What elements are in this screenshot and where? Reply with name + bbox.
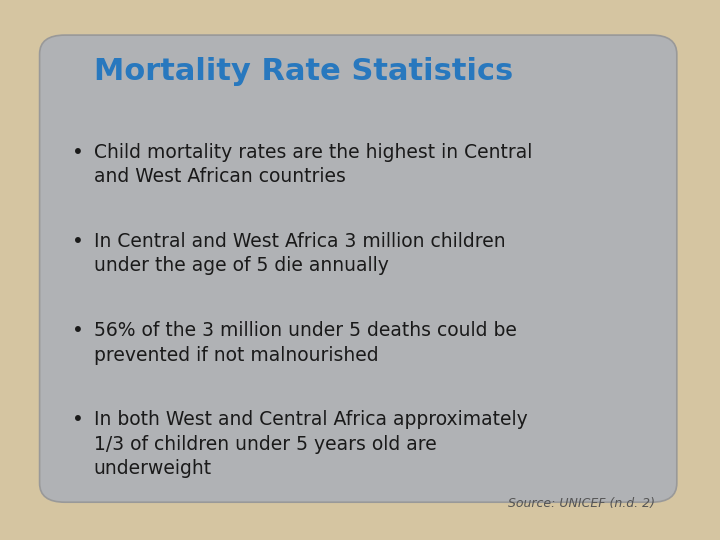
- Text: Mortality Rate Statistics: Mortality Rate Statistics: [94, 57, 513, 86]
- Text: In Central and West Africa 3 million children
under the age of 5 die annually: In Central and West Africa 3 million chi…: [94, 232, 505, 275]
- Text: •: •: [72, 232, 84, 251]
- Text: •: •: [72, 410, 84, 429]
- Text: Source: UNICEF (n.d. 2): Source: UNICEF (n.d. 2): [508, 497, 655, 510]
- Text: •: •: [72, 321, 84, 340]
- Text: Child mortality rates are the highest in Central
and West African countries: Child mortality rates are the highest in…: [94, 143, 532, 186]
- Text: •: •: [72, 143, 84, 162]
- Text: In both West and Central Africa approximately
1/3 of children under 5 years old : In both West and Central Africa approxim…: [94, 410, 527, 478]
- Text: 56% of the 3 million under 5 deaths could be
prevented if not malnourished: 56% of the 3 million under 5 deaths coul…: [94, 321, 516, 365]
- FancyBboxPatch shape: [40, 35, 677, 502]
